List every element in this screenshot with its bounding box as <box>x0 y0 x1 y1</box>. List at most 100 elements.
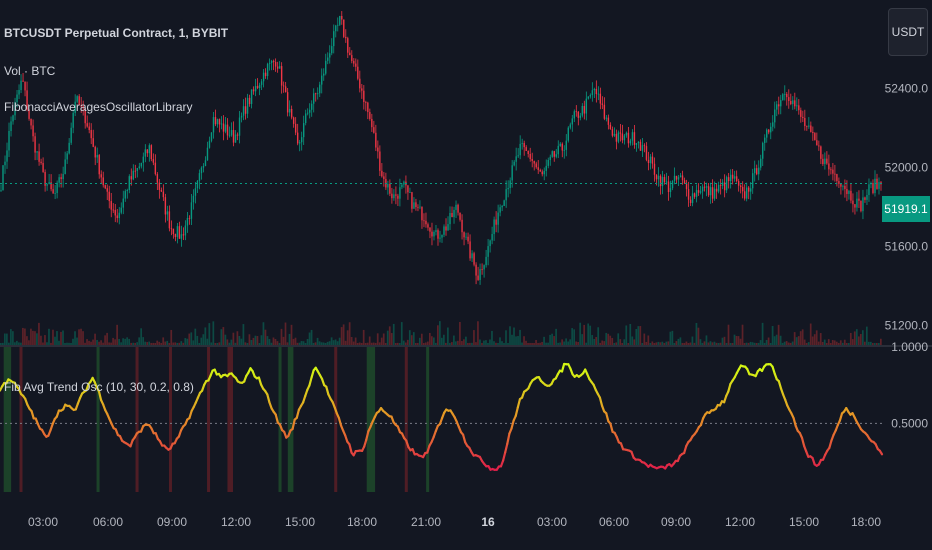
candle-body <box>796 105 798 107</box>
candle-body <box>363 90 365 103</box>
candle-body <box>32 125 34 137</box>
volume-bar <box>218 342 221 345</box>
volume-bar <box>364 342 367 345</box>
volume-bar <box>286 342 289 345</box>
volume-bar <box>873 342 876 345</box>
oscillator-segment <box>348 443 353 454</box>
candle-body <box>595 88 598 95</box>
volume-bar <box>332 340 335 345</box>
candle-body <box>82 106 84 109</box>
candle-body <box>220 123 223 125</box>
candle-body <box>627 132 630 144</box>
volume-bar <box>418 337 421 345</box>
candle-body <box>238 117 241 136</box>
volume-bar <box>152 342 155 345</box>
volume-bar <box>679 337 682 345</box>
currency-button[interactable]: USDT <box>888 8 928 56</box>
indicator-legend[interactable]: FibonacciAveragesOscillatorLibrary <box>4 100 193 114</box>
volume-bar <box>781 342 784 345</box>
candle-body <box>196 180 199 189</box>
candle-body <box>325 60 327 74</box>
oscillator-segment <box>274 413 279 424</box>
candle-body <box>687 189 690 200</box>
candle-body <box>669 188 672 193</box>
volume-legend[interactable]: Vol · BTC <box>4 64 56 78</box>
time-axis-tick: 12:00 <box>725 515 755 529</box>
candle-body <box>453 209 455 218</box>
volume-bar <box>441 337 443 345</box>
oscillator-legend[interactable]: Fib Avg Trend Osc (10, 30, 0.2, 0.8) <box>4 380 194 394</box>
oscillator-segment <box>266 393 271 404</box>
volume-bar <box>603 341 606 345</box>
candle-body <box>673 175 676 181</box>
candle-body <box>810 125 812 132</box>
volume-bar <box>827 339 830 345</box>
candle-body <box>357 66 359 79</box>
volume-bar <box>90 341 92 345</box>
volume-bar <box>735 335 738 345</box>
volume-bar <box>831 340 834 345</box>
candle-body <box>112 209 114 211</box>
volume-bar <box>459 321 461 345</box>
volume-bar <box>707 342 710 345</box>
volume-bar <box>250 340 253 345</box>
candle-body <box>655 174 658 180</box>
candle-body <box>80 105 82 107</box>
volume-bar <box>791 341 794 345</box>
volume-bar <box>477 321 479 345</box>
candle-body <box>417 206 419 208</box>
oscillator-segment <box>365 430 370 441</box>
candle-body <box>126 190 128 192</box>
volume-bar <box>334 339 337 345</box>
volume-bar <box>659 342 662 345</box>
volume-bar <box>46 342 48 345</box>
signal-band <box>207 347 211 492</box>
candle-body <box>559 143 561 146</box>
volume-bar <box>110 342 112 345</box>
candle-body <box>56 182 58 193</box>
volume-bar <box>733 334 736 345</box>
volume-bar <box>509 326 511 345</box>
candle-body <box>846 188 848 194</box>
candle-body <box>6 150 8 162</box>
volume-bar <box>687 342 690 345</box>
volume-bar <box>653 342 656 345</box>
candle-body <box>741 186 744 192</box>
oscillator-segment <box>838 412 844 422</box>
volume-bar <box>539 342 541 345</box>
candle-body <box>210 132 213 141</box>
candle-body <box>202 165 205 168</box>
volume-bar <box>867 341 870 345</box>
candle-body <box>435 230 437 232</box>
volume-bar <box>797 336 800 345</box>
symbol-title[interactable]: BTCUSDT Perpetual Contract, 1, BYBIT <box>4 26 229 40</box>
volume-bar <box>793 332 796 345</box>
volume-bar <box>523 336 525 345</box>
volume-bar <box>673 342 676 345</box>
volume-bar <box>196 335 199 345</box>
volume-bar <box>338 337 341 345</box>
candle-body <box>790 100 792 105</box>
volume-bar <box>390 333 393 345</box>
volume-bar <box>66 342 68 345</box>
volume-bar <box>200 337 203 345</box>
time-axis-tick: 03:00 <box>537 515 567 529</box>
volume-bar <box>605 332 608 345</box>
candle-body <box>272 60 275 62</box>
candle-body <box>786 93 788 98</box>
volume-bar <box>346 330 349 345</box>
candle-body <box>717 185 720 192</box>
candle-body <box>493 219 495 235</box>
volume-bar <box>711 342 714 345</box>
candle-body <box>304 113 307 124</box>
oscillator-segment <box>878 449 884 456</box>
volume-bar <box>428 332 431 345</box>
volume-bar <box>703 341 706 345</box>
volume-bar <box>296 342 299 345</box>
volume-bar <box>228 342 231 345</box>
volume-bar <box>571 328 573 345</box>
candle-body <box>62 173 64 180</box>
volume-bar <box>705 335 708 345</box>
oscillator-segment <box>302 394 307 404</box>
